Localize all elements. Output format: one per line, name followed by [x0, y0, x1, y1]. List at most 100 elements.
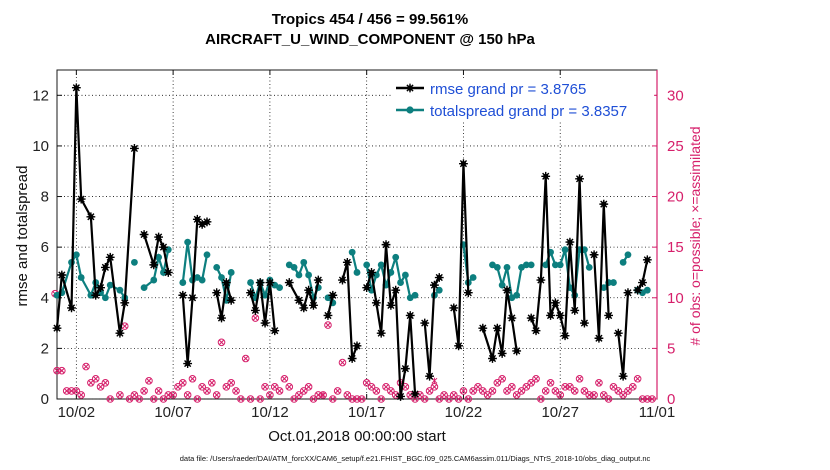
obs-possible-point [135, 395, 144, 403]
obs-possible-point [367, 383, 376, 391]
obs-possible-point [643, 395, 652, 403]
obs-assimilated-point [523, 384, 530, 390]
obs-possible-point [575, 374, 584, 383]
obs-possible-point [130, 391, 139, 399]
obs-assimilated-point [252, 315, 259, 321]
obs-possible-point [382, 383, 390, 391]
obs-assimilated-point [228, 380, 234, 386]
obs-possible-point [101, 379, 110, 387]
rmse-point-star [342, 257, 352, 267]
obs-possible-point [469, 387, 477, 395]
rmse-point-star [580, 318, 589, 328]
obs-assimilated-point [117, 392, 123, 398]
rmse-line-segment [530, 176, 586, 336]
rmse-line-segment [423, 276, 441, 377]
obs-assimilated-point [576, 375, 583, 382]
obs-possible-point [106, 395, 115, 403]
rmse-point-star [246, 288, 255, 298]
obs-possible-point [266, 391, 274, 399]
obs-assimilated-point [199, 384, 205, 390]
obs-assimilated-point [383, 384, 389, 390]
obs-possible-point [420, 395, 429, 403]
obs-assimilated-point [431, 384, 438, 390]
rmse-point-star [463, 288, 473, 298]
obs-possible-point [609, 383, 618, 391]
obs-possible-point [556, 391, 565, 399]
x-axis-ticks: 10/02 10/07 10/12 10/17 10/22 10/27 11/01 [58, 70, 675, 421]
obs-assimilated-point [596, 380, 602, 386]
rmse-point-star [570, 306, 580, 315]
obs-possible-point [551, 387, 560, 395]
obs-assimilated-point [320, 391, 327, 399]
obs-assimilated-point [615, 388, 622, 394]
obs-possible-point [590, 391, 598, 399]
rmse-point-star [130, 144, 139, 153]
obs-assimilated-point [223, 384, 230, 390]
legend-rmse-marker [405, 83, 415, 93]
y2-tick-label: 20 [667, 189, 684, 206]
obs-assimilated-point [213, 392, 220, 398]
obs-assimilated-point [489, 388, 496, 394]
obs-possible-point [295, 391, 303, 399]
obs-possible-point [67, 387, 76, 395]
spread-point [300, 258, 308, 266]
rmse-point-star [323, 311, 333, 320]
rmse-point-star [299, 303, 309, 313]
rmse-line-segment [249, 282, 276, 331]
y2-tick-label: 5 [667, 340, 675, 357]
obs-possible-point [512, 391, 521, 399]
obs-assimilated-point [363, 380, 370, 386]
obs-possible-point [237, 395, 245, 403]
rmse-point-star [352, 341, 362, 351]
obs-assimilated-point [247, 396, 254, 402]
spread-point [290, 264, 298, 271]
obs-possible-point [314, 391, 323, 399]
rmse-point-star [613, 328, 623, 338]
y2-axis-label: # of obs: o=possible; ×=assimilated [687, 126, 703, 345]
rmse-point-star [449, 303, 459, 313]
spread-point [198, 276, 206, 284]
rmse-point-star [178, 290, 188, 300]
rmse-line-segment [592, 204, 610, 339]
obs-possible-point [522, 383, 531, 391]
spread-point [503, 264, 511, 271]
obs-assimilated-point [484, 392, 491, 398]
spread-point [392, 253, 400, 261]
rmse-point-star [76, 194, 86, 204]
spread-point [401, 271, 409, 279]
rmse-point-star [638, 278, 647, 287]
obs-possible-point [546, 379, 555, 387]
obs-assimilated-point [330, 396, 336, 402]
x-tick-label: 10/27 [541, 404, 579, 421]
spread-line-segment [351, 251, 359, 273]
obs-assimilated-point [378, 396, 384, 402]
spread-point [643, 286, 651, 294]
obs-assimilated-point [528, 380, 534, 386]
obs-possible-point [246, 395, 255, 403]
x-tick-label: 10/02 [58, 404, 96, 421]
spread-point [140, 284, 148, 292]
y-tick-label: 8 [41, 189, 49, 206]
legend-rmse-star [405, 83, 415, 93]
spread-point [610, 279, 617, 286]
rmse-point-star [294, 295, 304, 305]
obs-possible-point [140, 387, 148, 395]
y2-tick-label: 15 [667, 239, 684, 256]
rmse-point-star [255, 278, 265, 287]
rmse-point-star [120, 298, 130, 308]
obs-assimilated-point [291, 396, 297, 402]
obs-assimilated-point [92, 375, 99, 382]
rmse-point-star [226, 295, 236, 305]
obs-possible-point [488, 387, 497, 395]
spread-line-segment [215, 266, 233, 301]
obs-assimilated-point [630, 384, 636, 390]
obs-possible-point [116, 391, 124, 399]
y-tick-label: 4 [41, 290, 49, 307]
obs-possible-point [241, 354, 250, 363]
rmse-point-star [550, 298, 560, 308]
spread-point [160, 269, 167, 276]
spread-point [513, 291, 521, 299]
obs-possible-point [527, 379, 535, 387]
rmse-point-star [159, 242, 168, 252]
obs-assimilated-point [499, 375, 505, 382]
